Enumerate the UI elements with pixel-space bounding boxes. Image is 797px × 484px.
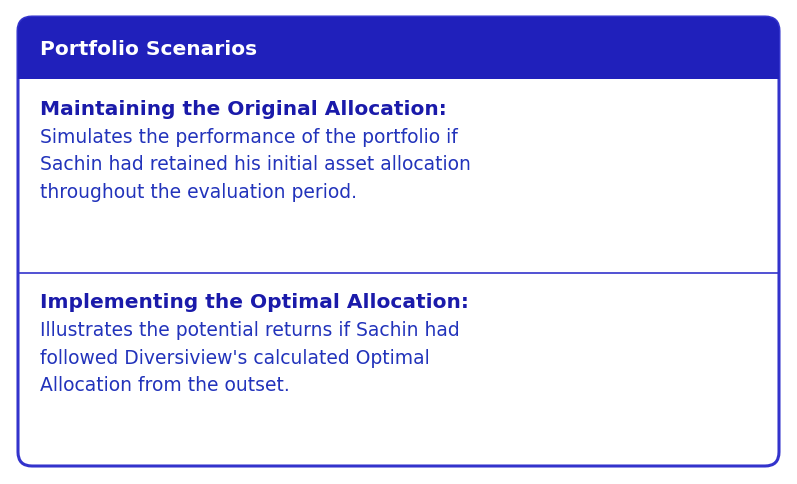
FancyBboxPatch shape xyxy=(18,18,779,80)
Text: Illustrates the potential returns if Sachin had
followed Diversiview's calculate: Illustrates the potential returns if Sac… xyxy=(40,321,460,394)
Text: Implementing the Optimal Allocation:: Implementing the Optimal Allocation: xyxy=(40,293,469,312)
Text: Maintaining the Original Allocation:: Maintaining the Original Allocation: xyxy=(40,100,447,119)
FancyBboxPatch shape xyxy=(18,18,779,466)
Bar xyxy=(18,64,779,80)
Text: Portfolio Scenarios: Portfolio Scenarios xyxy=(40,39,257,59)
Text: Simulates the performance of the portfolio if
Sachin had retained his initial as: Simulates the performance of the portfol… xyxy=(40,128,471,201)
